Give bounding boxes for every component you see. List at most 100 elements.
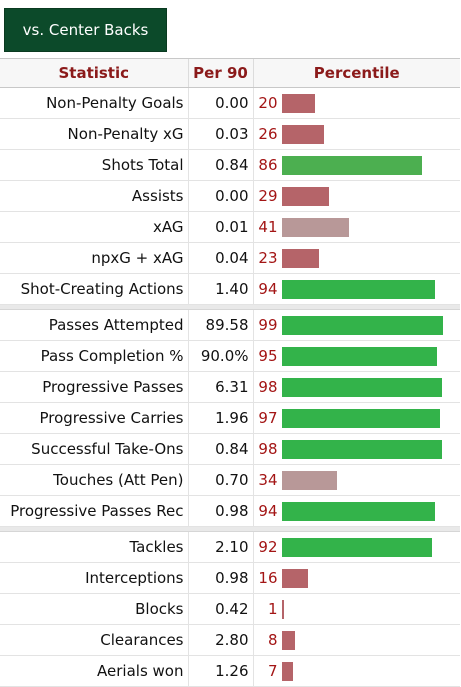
- percentile-bar: [281, 662, 293, 681]
- percentile-bar: [281, 280, 435, 299]
- percentile-value: 26: [258, 125, 278, 143]
- per90-value: 6.31: [187, 371, 253, 403]
- percentile-value: 41: [258, 218, 278, 236]
- percentile-bar-track: [281, 470, 447, 490]
- per90-value: 0.84: [187, 149, 253, 181]
- percentile-cell: 23: [252, 242, 461, 274]
- group-divider: [0, 526, 460, 532]
- percentile-value: 29: [258, 187, 278, 205]
- table-row: Assists 0.00 29: [0, 180, 461, 212]
- percentile-cell: 8: [252, 624, 461, 656]
- tab-bar: vs. Center Backs: [0, 0, 461, 58]
- percentile-bar-track: [281, 501, 447, 521]
- percentile-cell: 16: [252, 562, 461, 594]
- percentile-bar: [281, 409, 440, 428]
- percentile-value: 34: [258, 471, 278, 489]
- percentile-value: 86: [258, 156, 278, 174]
- table-row: Clearances 2.80 8: [0, 624, 461, 656]
- percentile-wrap: 8: [254, 625, 461, 655]
- header-statistic[interactable]: Statistic: [0, 58, 188, 88]
- percentile-bar-track: [281, 346, 447, 366]
- percentile-cell: 7: [252, 655, 461, 687]
- percentile-bar-track: [281, 408, 447, 428]
- per90-value: 0.42: [187, 593, 253, 625]
- stat-label: Shots Total: [0, 149, 188, 181]
- percentile-value: 23: [258, 249, 278, 267]
- percentile-cell: 26: [252, 118, 460, 150]
- per90-value: 90.0%: [187, 340, 253, 372]
- percentile-cell: 94: [252, 273, 461, 305]
- percentile-bar-track: [281, 155, 447, 175]
- stat-label: Blocks: [0, 593, 188, 625]
- per90-value: 0.04: [187, 242, 253, 274]
- table-row: Aerials won 1.26 7: [0, 655, 461, 687]
- percentile-wrap: 94: [254, 274, 461, 304]
- table-row: Tackles 2.10 92: [0, 531, 460, 563]
- percentile-value: 98: [258, 440, 278, 458]
- per90-value: 0.70: [187, 464, 253, 496]
- percentile-bar: [281, 94, 315, 113]
- group-divider: [0, 304, 460, 310]
- table-row: Pass Completion % 90.0% 95: [0, 340, 461, 372]
- percentile-value: 16: [258, 569, 278, 587]
- percentile-cell: 97: [252, 402, 461, 434]
- percentile-cell: 34: [252, 464, 461, 496]
- table-row: xAG 0.01 41: [0, 211, 460, 243]
- percentile-value: 99: [258, 316, 278, 334]
- percentile-value: 20: [258, 94, 278, 112]
- header-percentile[interactable]: Percentile: [252, 58, 460, 88]
- table-row: Non-Penalty xG 0.03 26: [0, 118, 460, 150]
- tab-vs-center-backs[interactable]: vs. Center Backs: [4, 8, 167, 52]
- stat-label: Progressive Carries: [0, 402, 188, 434]
- per90-value: 1.26: [187, 655, 253, 687]
- table-row: Passes Attempted 89.58 99: [0, 309, 461, 341]
- percentile-bar-track: [281, 124, 447, 144]
- percentile-bar: [281, 249, 319, 268]
- percentile-cell: 98: [252, 433, 460, 465]
- per90-value: 0.03: [187, 118, 253, 150]
- percentile-value: 94: [258, 502, 278, 520]
- percentile-wrap: 7: [254, 656, 461, 686]
- percentile-value: 8: [267, 631, 278, 649]
- stat-label: Interceptions: [0, 562, 188, 594]
- stat-label: Non-Penalty xG: [0, 118, 188, 150]
- percentile-bar-track: [281, 377, 447, 397]
- percentile-bar: [281, 218, 349, 237]
- percentile-wrap: 29: [254, 181, 461, 211]
- percentile-bar-track: [281, 315, 447, 335]
- percentile-bar: [281, 600, 284, 619]
- percentile-wrap: 97: [254, 403, 461, 433]
- percentile-value: 92: [258, 538, 278, 556]
- percentile-value: 1: [267, 600, 278, 618]
- percentile-wrap: 23: [254, 243, 461, 273]
- percentile-value: 97: [258, 409, 278, 427]
- percentile-wrap: 94: [254, 496, 461, 526]
- percentile-wrap: 86: [254, 150, 461, 180]
- stat-label: Pass Completion %: [0, 340, 188, 372]
- table-row: Progressive Passes Rec 0.98 94: [0, 495, 461, 527]
- stat-label: npxG + xAG: [0, 242, 188, 274]
- percentile-wrap: 34: [254, 465, 461, 495]
- percentile-wrap: 99: [254, 310, 461, 340]
- percentile-bar: [281, 316, 443, 335]
- table-row: Blocks 0.42 1: [0, 593, 460, 625]
- per90-value: 0.98: [187, 495, 253, 527]
- table-row: Touches (Att Pen) 0.70 34: [0, 464, 461, 496]
- percentile-bar: [281, 569, 308, 588]
- stat-label: Successful Take-Ons: [0, 433, 188, 465]
- per90-value: 2.10: [187, 531, 253, 563]
- percentile-bar: [281, 156, 422, 175]
- percentile-bar-track: [281, 661, 447, 681]
- percentile-bar: [281, 502, 435, 521]
- percentile-wrap: 16: [254, 563, 461, 593]
- percentile-value: 94: [258, 280, 278, 298]
- stat-label: xAG: [0, 211, 188, 243]
- header-per90[interactable]: Per 90: [187, 58, 253, 88]
- header-row: Statistic Per 90 Percentile: [0, 58, 460, 88]
- per90-value: 0.98: [187, 562, 253, 594]
- percentile-wrap: 20: [254, 88, 461, 118]
- per90-value: 0.00: [187, 180, 253, 212]
- per90-value: 89.58: [187, 309, 253, 341]
- table-row: Progressive Carries 1.96 97: [0, 402, 461, 434]
- percentile-wrap: 95: [254, 341, 461, 371]
